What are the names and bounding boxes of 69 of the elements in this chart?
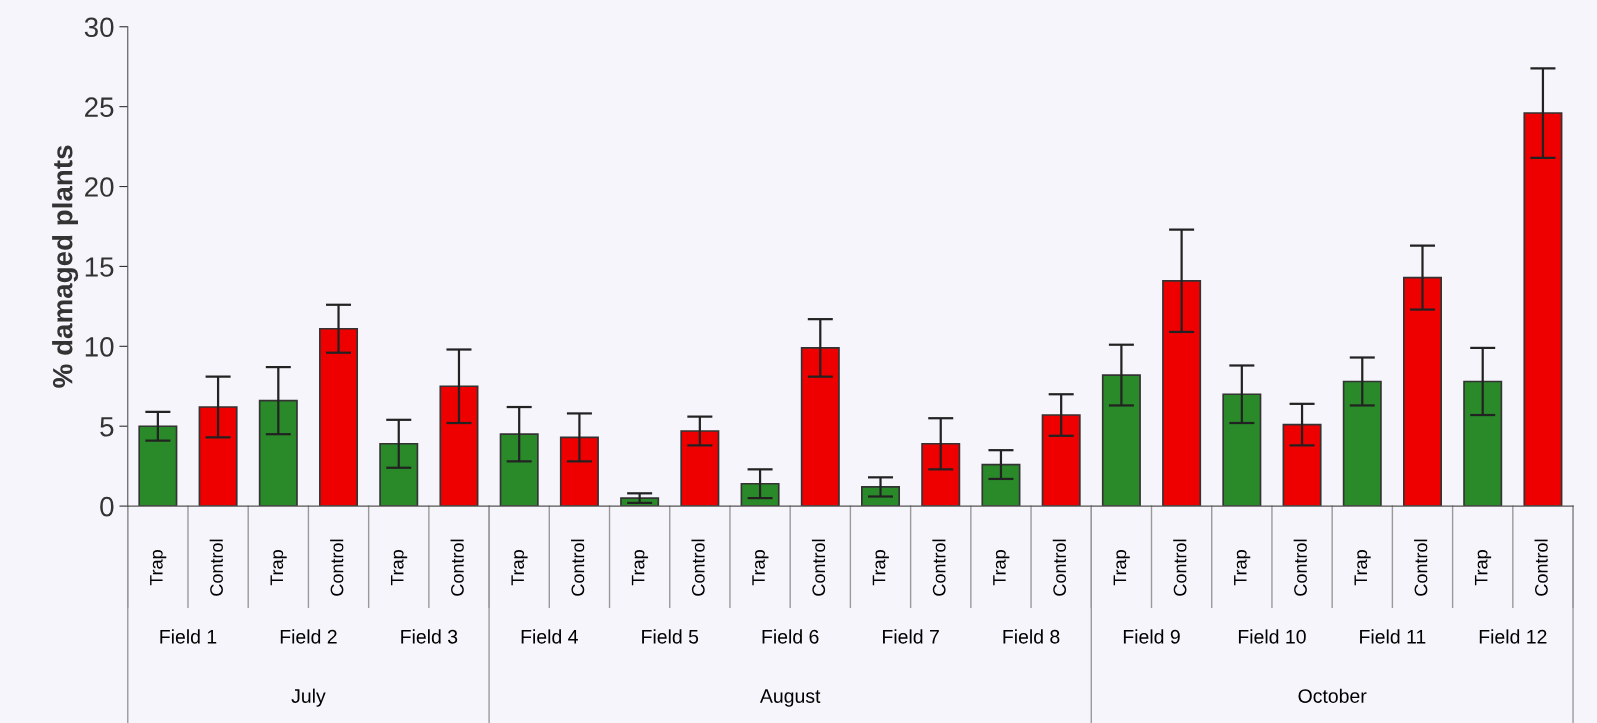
text: Trap [270,550,287,586]
bar [1282,423,1322,507]
y-tick-label: 25 [85,97,114,117]
y-tick-label: 20 [85,177,114,197]
text: Trap [993,550,1010,586]
text: Control [1293,539,1307,596]
bar [1041,414,1081,507]
text: October [1298,688,1367,703]
bar [1222,393,1262,507]
bar [1101,374,1141,507]
text: Trap [391,550,408,586]
bar [1342,380,1382,507]
bar [499,433,539,507]
text: Trap [511,550,528,586]
x-tick-label: Field 11 [1360,629,1426,644]
x-tick-label: Field 6 [762,629,819,644]
text: Control [811,539,826,596]
text: Trap [1113,550,1130,586]
text: Control [932,539,946,596]
text: Trap [1234,550,1251,586]
bar [981,463,1021,507]
y-tick-label: 0 [100,496,114,517]
bar [680,430,720,507]
y-tick-label: 15 [85,257,114,277]
x-tick-label: Field 9 [1123,629,1180,644]
bar [1523,112,1563,507]
bar [379,442,419,507]
text: August [759,689,821,707]
bar [138,425,178,507]
x-tick-label: Field 3 [401,629,458,644]
bar [559,436,599,507]
x-tick-label: Field 1 [160,629,217,644]
text: Control [450,539,464,596]
bar [740,482,780,507]
text: Trap [631,550,649,586]
text: Trap [752,550,769,586]
y-tick-label: 30 [84,17,114,38]
text: Trap [872,550,889,586]
text: Control [1052,539,1067,596]
text: July [291,688,326,707]
text: Trap [150,550,167,586]
x-tick-label: Field 4 [521,629,578,644]
bar [258,399,298,507]
bar [1402,276,1442,507]
text: Trap [1354,550,1371,586]
text: Control [330,539,344,596]
y-tick-label: 5 [100,417,114,437]
y-axis-title: % damaged plants [52,145,79,388]
y-tick-label: 10 [85,336,114,357]
x-tick-label: Field 2 [280,629,337,644]
bar [800,347,840,507]
x-tick-label: Field 8 [1003,629,1060,644]
bar [439,385,479,507]
bar [921,442,961,507]
x-tick-label: Field 12 [1479,629,1547,644]
x-tick-label: Field 5 [642,629,699,644]
x-tick-label: Field 10 [1238,629,1306,644]
text: Control [691,539,705,596]
text: Control [571,539,585,596]
text: Control [1414,539,1428,596]
x-tick-label: Field 7 [883,629,939,644]
text: Control [209,539,223,596]
bar [319,327,359,507]
bar [198,406,238,507]
text: Control [1173,539,1187,596]
text: Control [1534,539,1548,596]
bar [1463,380,1503,507]
bar [1162,279,1202,507]
text: Trap [1474,550,1492,586]
